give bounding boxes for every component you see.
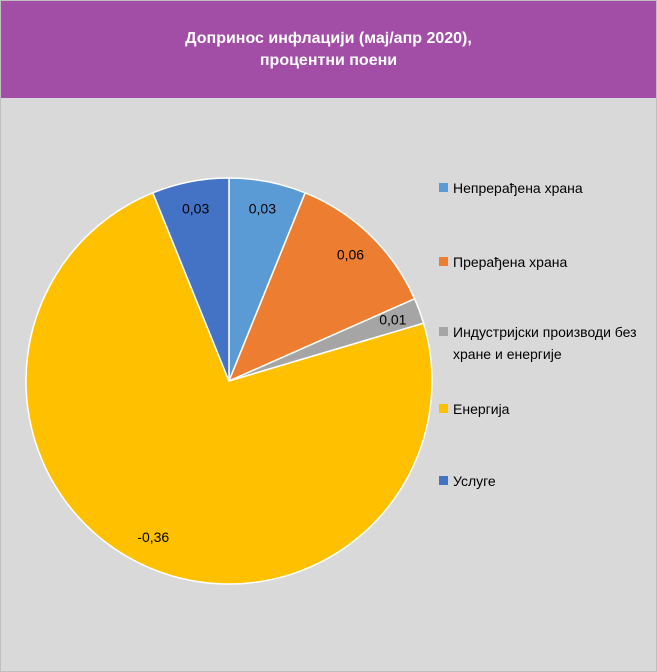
header: Допринос инфлацији (мај/апр 2020), проце… [1, 1, 656, 98]
data-label: -0,36 [137, 529, 169, 545]
legend-label: Прерађена храна [453, 254, 568, 270]
legend-label: Индустријски производи без хране и енерг… [453, 324, 637, 362]
legend-item: Непрерађена храна [439, 177, 644, 199]
legend-item: Енергија [439, 398, 644, 420]
legend-swatch [439, 476, 448, 485]
legend-item: Услуге [439, 470, 644, 492]
legend-swatch [439, 257, 448, 266]
data-label: 0,06 [337, 246, 364, 262]
legend-swatch [439, 183, 448, 192]
legend-label: Непрерађена храна [453, 180, 583, 196]
legend-swatch [439, 327, 448, 336]
data-label: 0,01 [379, 311, 406, 327]
legend-label: Енергија [453, 401, 510, 417]
pie-slice [227, 191, 416, 383]
legend-item: Прерађена храна [439, 251, 644, 273]
chart-title: Допринос инфлацији (мај/апр 2020), проце… [185, 29, 472, 69]
pie-slice [151, 177, 230, 382]
data-label: 0,03 [249, 200, 276, 216]
data-label: 0,03 [182, 200, 209, 216]
pie-slice [25, 191, 433, 585]
legend-label: Услуге [453, 473, 496, 489]
legend-swatch [439, 404, 448, 413]
legend-item: Индустријски производи без хране и енерг… [439, 321, 644, 365]
